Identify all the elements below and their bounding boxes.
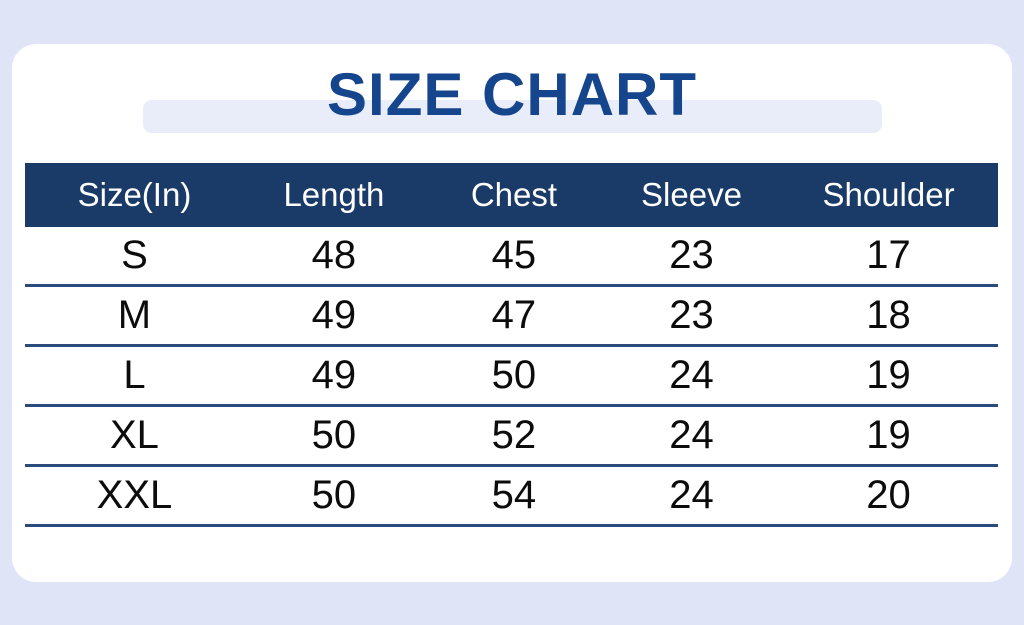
column-header-sleeve: Sleeve bbox=[603, 163, 780, 227]
cell-length: 48 bbox=[243, 227, 424, 287]
page-title: SIZE CHART bbox=[327, 61, 697, 128]
cell-length: 49 bbox=[243, 285, 424, 347]
cell-sleeve: 24 bbox=[603, 465, 780, 527]
cell-length: 49 bbox=[243, 345, 424, 407]
size-chart-table: Size(In) Length Chest Sleeve Shoulder S … bbox=[25, 163, 998, 527]
column-header-chest: Chest bbox=[423, 163, 604, 227]
title-highlight-bar bbox=[143, 100, 882, 133]
column-header-length: Length bbox=[243, 163, 424, 227]
cell-sleeve: 24 bbox=[603, 405, 780, 467]
cell-chest: 52 bbox=[423, 405, 604, 467]
cell-shoulder: 19 bbox=[779, 405, 998, 467]
table-header-row: Size(In) Length Chest Sleeve Shoulder bbox=[25, 163, 998, 227]
cell-size: M bbox=[25, 285, 244, 347]
column-header-shoulder: Shoulder bbox=[779, 163, 998, 227]
table-row-l: L 49 50 24 19 bbox=[25, 345, 998, 407]
cell-length: 50 bbox=[243, 465, 424, 527]
cell-shoulder: 18 bbox=[779, 285, 998, 347]
column-header-size: Size(In) bbox=[25, 163, 244, 227]
table-row-xl: XL 50 52 24 19 bbox=[25, 405, 998, 467]
size-chart-card: SIZE CHART Size(In) Length Chest Sleeve … bbox=[12, 44, 1012, 582]
table-row-s: S 48 45 23 17 bbox=[25, 227, 998, 287]
cell-shoulder: 17 bbox=[779, 227, 998, 287]
cell-chest: 47 bbox=[423, 285, 604, 347]
cell-size: L bbox=[25, 345, 244, 407]
cell-chest: 50 bbox=[423, 345, 604, 407]
cell-size: XXL bbox=[25, 465, 244, 527]
cell-sleeve: 23 bbox=[603, 227, 780, 287]
cell-chest: 45 bbox=[423, 227, 604, 287]
cell-size: XL bbox=[25, 405, 244, 467]
cell-sleeve: 23 bbox=[603, 285, 780, 347]
cell-length: 50 bbox=[243, 405, 424, 467]
cell-size: S bbox=[25, 227, 244, 287]
cell-chest: 54 bbox=[423, 465, 604, 527]
cell-sleeve: 24 bbox=[603, 345, 780, 407]
table-row-xxl: XXL 50 54 24 20 bbox=[25, 465, 998, 527]
cell-shoulder: 20 bbox=[779, 465, 998, 527]
cell-shoulder: 19 bbox=[779, 345, 998, 407]
table-row-m: M 49 47 23 18 bbox=[25, 285, 998, 347]
